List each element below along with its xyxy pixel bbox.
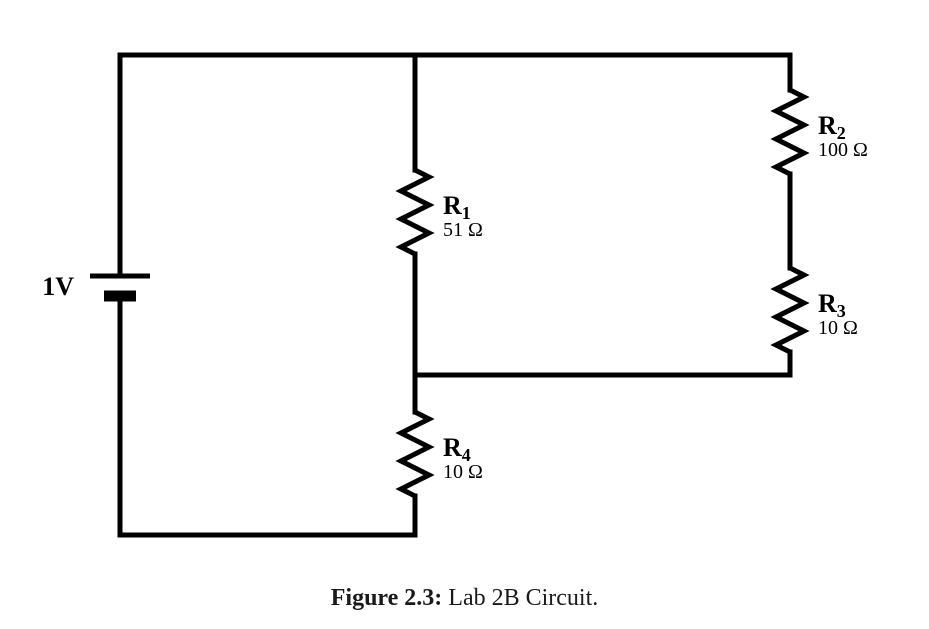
svg-text:R1: R1 (443, 191, 471, 223)
r1-label: R151 Ω (443, 191, 483, 241)
figure-caption: Figure 2.3: Lab 2B Circuit. (0, 585, 929, 612)
caption-text: Lab 2B Circuit. (442, 585, 598, 611)
r2-label: R2100 Ω (818, 111, 868, 161)
r3-label: R310 Ω (818, 289, 858, 339)
svg-text:51 Ω: 51 Ω (443, 219, 483, 241)
resistor-r2 (776, 90, 804, 174)
svg-text:R3: R3 (818, 289, 846, 321)
resistor-r1 (401, 170, 429, 254)
svg-text:10 Ω: 10 Ω (443, 461, 483, 483)
svg-text:10 Ω: 10 Ω (818, 317, 858, 339)
voltage-source-label: 1V (42, 272, 74, 301)
caption-prefix: Figure 2.3: (331, 585, 443, 611)
resistor-r4 (401, 412, 429, 496)
svg-text:R2: R2 (818, 111, 846, 143)
r4-label: R410 Ω (443, 433, 483, 483)
svg-text:100 Ω: 100 Ω (818, 139, 868, 161)
svg-text:R4: R4 (443, 433, 471, 465)
resistor-r3 (776, 268, 804, 352)
circuit-diagram: 1VR151 ΩR2100 ΩR310 ΩR410 Ω (0, 0, 929, 629)
